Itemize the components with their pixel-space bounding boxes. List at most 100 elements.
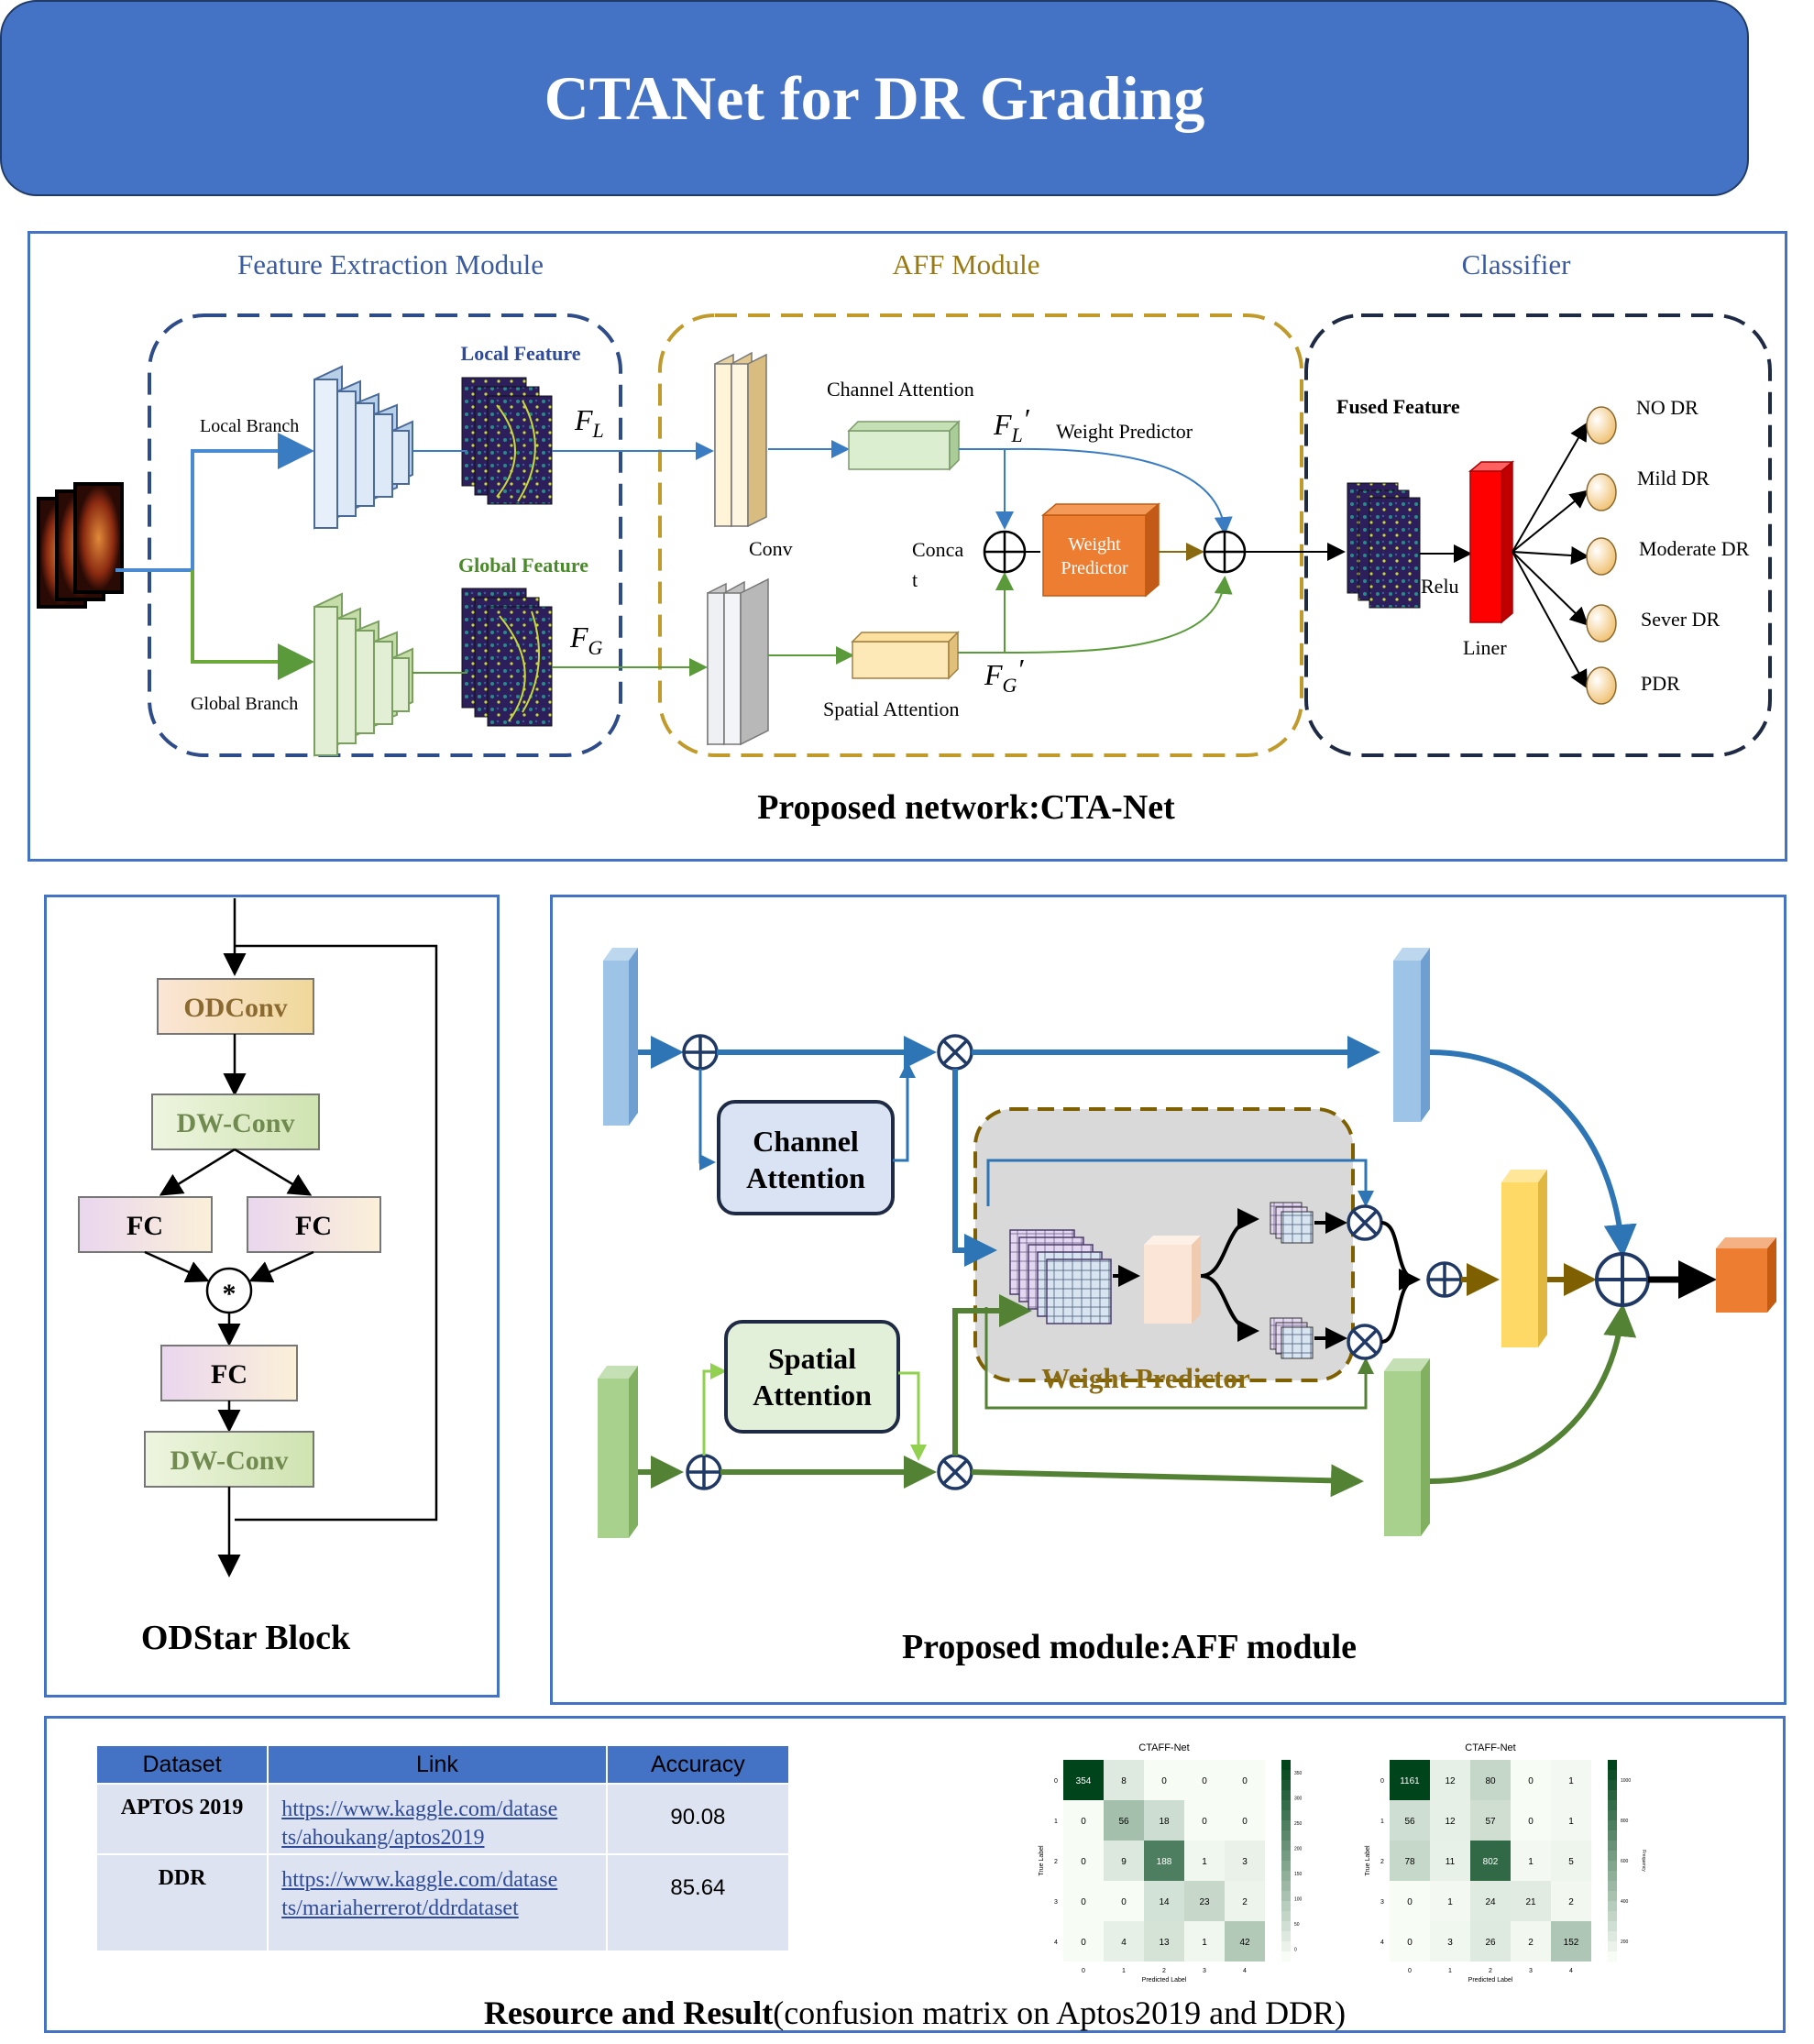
- cm-xtick: 1: [1448, 1968, 1452, 1974]
- cm-ytick: 4: [1054, 1940, 1058, 1946]
- fg-symbol: F: [569, 621, 588, 654]
- class-label: NO DR: [1636, 396, 1699, 419]
- channel-attention-line2: Attention: [746, 1161, 865, 1194]
- final-add-operator: [1595, 1252, 1650, 1307]
- cm-cell: [1184, 1841, 1225, 1881]
- link-cell[interactable]: https://www.kaggle.com/datase ts/mariaher…: [267, 1853, 608, 1952]
- cm-value: 0: [1528, 1776, 1534, 1786]
- colorbar-segment: [1608, 1921, 1617, 1932]
- colorbar-segment: [1281, 1851, 1291, 1862]
- weight-predictor-box-line1: Weight: [1068, 534, 1121, 555]
- fusion-operator: [1203, 530, 1247, 574]
- link-cell[interactable]: https://www.kaggle.com/datase ts/ahoukang…: [267, 1783, 608, 1855]
- colorbar-segment: [1608, 1760, 1617, 1771]
- table-header: Dataset: [94, 1744, 269, 1785]
- output-block-yellow: [1501, 1170, 1547, 1347]
- colorbar-segment: [1281, 1891, 1291, 1902]
- cm-cell: [1390, 1921, 1430, 1962]
- cm-value: 9: [1121, 1857, 1127, 1867]
- link-line[interactable]: https://www.kaggle.com/datase: [281, 1797, 558, 1821]
- link-line[interactable]: https://www.kaggle.com/datase: [281, 1868, 558, 1892]
- cm-ytick: 2: [1054, 1859, 1058, 1865]
- cm-value: 23: [1199, 1897, 1210, 1907]
- aff-header: AFF Module: [892, 248, 1039, 280]
- table-header: Link: [267, 1744, 608, 1785]
- fl-prime-symbol: F: [993, 408, 1012, 441]
- predictor-cube: [1144, 1236, 1201, 1324]
- colorbar-segment: [1281, 1861, 1291, 1872]
- aff-module-caption: Proposed module:AFF module: [902, 1628, 1357, 1666]
- cm-cell: [1184, 1881, 1225, 1921]
- cm-cell: [1430, 1921, 1470, 1962]
- cm-value: 0: [1202, 1817, 1207, 1827]
- spatial-attention-box: [724, 1320, 900, 1434]
- cm-xlabel: Predicted Label: [1142, 1977, 1187, 1984]
- link-line[interactable]: ts/ahoukang/aptos2019: [281, 1826, 485, 1850]
- output-node: [1586, 537, 1617, 576]
- concat-operator: [983, 530, 1027, 574]
- cm-value: 188: [1157, 1857, 1172, 1867]
- cm-value: 2: [1568, 1897, 1574, 1907]
- weight-predictor-label: Weight Predictor: [1056, 420, 1193, 443]
- conv-block-top: [714, 351, 767, 528]
- cm-cell: [1470, 1760, 1511, 1800]
- cm-cell: [1184, 1800, 1225, 1841]
- cm-ytick: 1: [1380, 1819, 1384, 1825]
- cm-cell: [1470, 1800, 1511, 1841]
- weight-predictor-box-line2: Predictor: [1061, 558, 1128, 578]
- cm-value: 0: [1081, 1897, 1086, 1907]
- cm-ytick: 3: [1054, 1899, 1058, 1906]
- spatial-attention-block: [851, 631, 960, 680]
- cm-cell: [1551, 1841, 1591, 1881]
- cm-xtick: 3: [1529, 1968, 1533, 1974]
- cm-value: 0: [1407, 1938, 1413, 1948]
- cm-value: 4: [1121, 1938, 1127, 1948]
- cm-value: 18: [1159, 1817, 1170, 1827]
- cm-xtick: 0: [1082, 1968, 1085, 1974]
- dwconv-block-2: [144, 1431, 314, 1488]
- cm-ytick: 0: [1054, 1778, 1058, 1785]
- cm-value: 13: [1159, 1938, 1170, 1948]
- output-node: [1586, 604, 1617, 643]
- feature-grid-stack: [1009, 1229, 1112, 1324]
- cm-value: 3: [1242, 1857, 1248, 1867]
- cm-cell: [1225, 1841, 1265, 1881]
- colorbar-tick: 50: [1294, 1922, 1300, 1928]
- cm-cell: [1551, 1760, 1591, 1800]
- colorbar-segment: [1281, 1921, 1291, 1932]
- colorbar-segment: [1281, 1901, 1291, 1912]
- cm-cell: [1144, 1800, 1184, 1841]
- cm-value: 1: [1202, 1857, 1207, 1867]
- network-diagram: Feature Extraction Module AFF Module Cla…: [37, 248, 1772, 827]
- liner-label: Liner: [1463, 636, 1507, 659]
- input-block-green: [598, 1366, 638, 1538]
- cm-value: 3: [1447, 1938, 1453, 1948]
- colorbar-segment: [1608, 1780, 1617, 1791]
- fl-prime-mark: ′: [1023, 402, 1030, 435]
- output-cube: [1716, 1237, 1776, 1313]
- dataset-cell: APTOS 2019: [94, 1783, 269, 1855]
- local-feature-maps: [461, 377, 553, 505]
- channel-attention-line1: Channel: [753, 1125, 859, 1158]
- conv-label: Conv: [749, 537, 793, 560]
- cm-value: 56: [1404, 1817, 1415, 1827]
- global-branch-label: Global Branch: [191, 694, 298, 714]
- cm-cell: [1390, 1841, 1430, 1881]
- cm-value: 12: [1445, 1817, 1456, 1827]
- table-row: DDR https://www.kaggle.com/datase ts/mari…: [94, 1853, 791, 1952]
- cm-value: 80: [1485, 1776, 1496, 1786]
- colorbar-tick: 350: [1294, 1771, 1303, 1776]
- cm-cell: [1511, 1760, 1551, 1800]
- cm-value: 0: [1121, 1897, 1127, 1907]
- cm-cell: [1225, 1881, 1265, 1921]
- cm-value: 0: [1528, 1817, 1534, 1827]
- title-banner: CTANet for DR Grading: [0, 0, 1749, 196]
- table-header-row: Dataset Link Accuracy: [94, 1744, 791, 1785]
- resource-table: Dataset Link Accuracy APTOS 2019 https:/…: [94, 1744, 791, 1952]
- colorbar-segment: [1281, 1790, 1291, 1801]
- link-line[interactable]: ts/mariaherrerot/ddrdataset: [281, 1896, 519, 1920]
- cm-cell: [1470, 1921, 1511, 1962]
- cm-value: 56: [1118, 1817, 1129, 1827]
- spatial-attention-line2: Attention: [753, 1379, 872, 1412]
